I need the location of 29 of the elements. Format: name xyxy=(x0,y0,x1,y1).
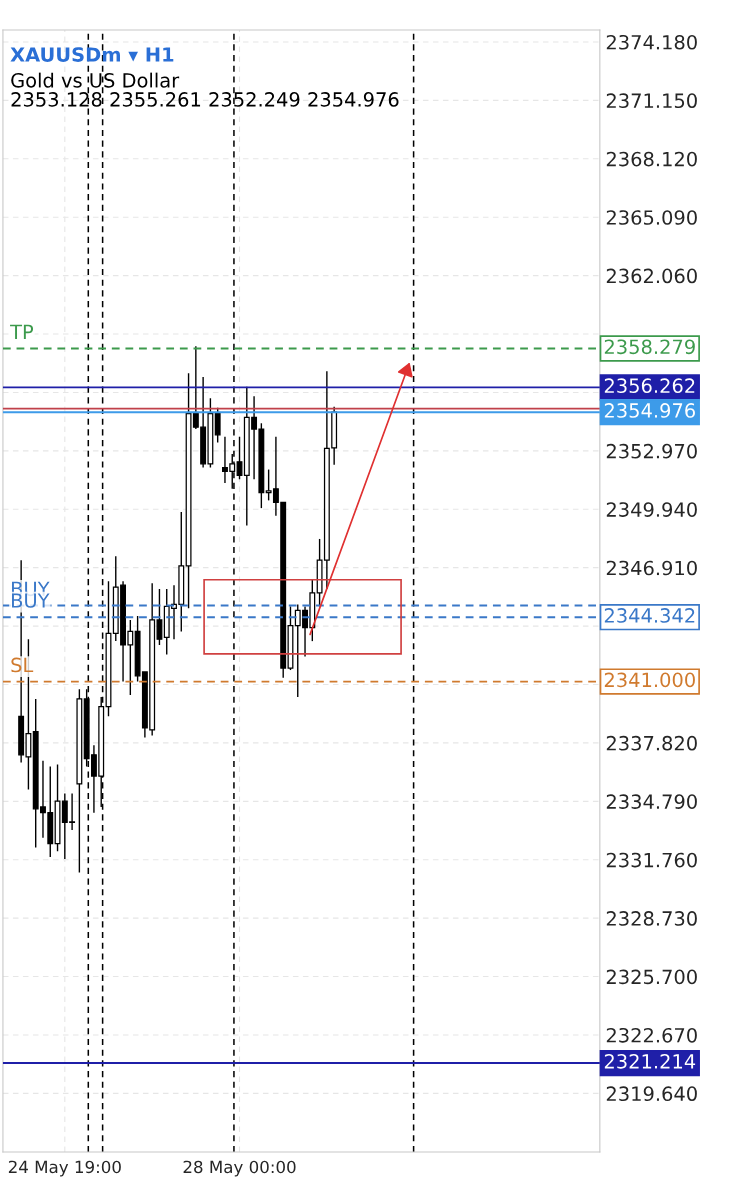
y-tick-label: 2368.120 xyxy=(606,151,697,167)
x-tick-label: 28 May 00:00 xyxy=(183,1160,296,1177)
y-tick-label: 2371.150 xyxy=(606,93,697,109)
y-tick-label: 2346.910 xyxy=(606,560,697,576)
y-tick-label: 2362.060 xyxy=(606,268,697,284)
y-tick-label: 2334.790 xyxy=(606,794,697,809)
y-tick-label: 2322.670 xyxy=(606,1027,697,1043)
y-tick-label: 2331.760 xyxy=(606,852,697,868)
y-tick-label: 2365.090 xyxy=(606,210,697,225)
ref-line-label: 2344.342 xyxy=(604,608,695,623)
y-tick-label: 2325.700 xyxy=(606,969,697,985)
y-tick-label: 2337.820 xyxy=(606,735,697,751)
ref-line-label: 2321.214 xyxy=(604,1053,696,1069)
y-tick-label: 2319.640 xyxy=(606,1086,697,1102)
y-tick-label: 2374.180 xyxy=(606,34,697,50)
candlestick xyxy=(214,407,221,444)
text: Gold vs US Dollar xyxy=(11,72,180,88)
y-tick-label: 2328.730 xyxy=(606,911,697,926)
y-tick-label: 2349.940 xyxy=(606,502,697,517)
annotation: TP xyxy=(10,324,34,339)
ref-line-label: 2341.000 xyxy=(604,672,695,688)
text: XAUUSDm ▾ H1 xyxy=(10,47,174,62)
y-tick-label: 2352.970 xyxy=(606,443,697,459)
annotation: SL xyxy=(11,657,34,673)
x-tick-label: 24 May 19:00 xyxy=(8,1160,121,1177)
ref-line-label: 2358.279 xyxy=(604,339,695,355)
ref-line-label: 2356.262 xyxy=(604,378,695,394)
ref-line-label: 2354.976 xyxy=(604,403,695,418)
annotation: 2353.128 2355.261 2352.249 2354.976 xyxy=(11,92,399,107)
